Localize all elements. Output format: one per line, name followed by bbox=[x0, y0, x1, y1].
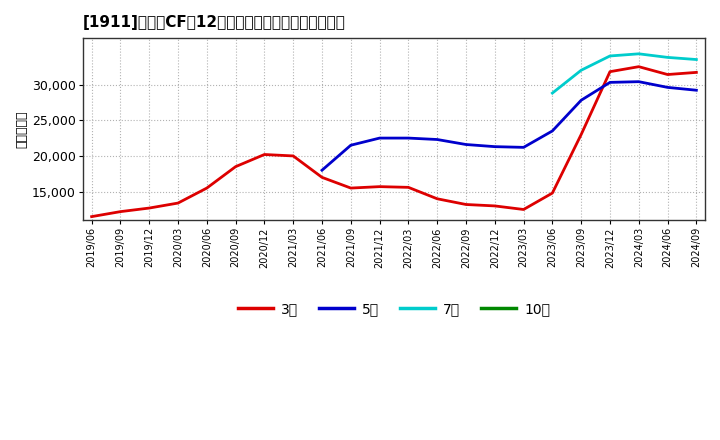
3年 bbox=[433, 196, 441, 202]
5年 bbox=[375, 136, 384, 141]
5年 bbox=[606, 80, 614, 85]
7年 bbox=[692, 57, 701, 62]
7年 bbox=[606, 53, 614, 59]
3年 bbox=[87, 214, 96, 219]
Text: [1911]　営業CFだ12か月移動合計の標準偏差の推移: [1911] 営業CFだ12か月移動合計の標準偏差の推移 bbox=[83, 15, 346, 30]
5年 bbox=[519, 145, 528, 150]
3年 bbox=[462, 202, 470, 207]
3年 bbox=[260, 152, 269, 157]
3年 bbox=[404, 185, 413, 190]
3年 bbox=[375, 184, 384, 189]
3年 bbox=[490, 203, 499, 209]
3年 bbox=[663, 72, 672, 77]
Legend: 3年, 5年, 7年, 10年: 3年, 5年, 7年, 10年 bbox=[233, 296, 556, 322]
5年 bbox=[634, 79, 643, 84]
5年 bbox=[577, 98, 585, 103]
5年 bbox=[346, 143, 355, 148]
3年 bbox=[289, 153, 297, 158]
3年 bbox=[174, 201, 182, 206]
7年 bbox=[663, 55, 672, 60]
3年 bbox=[116, 209, 125, 214]
5年 bbox=[433, 137, 441, 142]
Line: 7年: 7年 bbox=[552, 54, 696, 93]
3年 bbox=[548, 191, 557, 196]
5年 bbox=[663, 85, 672, 90]
7年 bbox=[548, 91, 557, 96]
3年 bbox=[634, 64, 643, 70]
5年 bbox=[404, 136, 413, 141]
3年 bbox=[145, 205, 153, 211]
3年 bbox=[577, 132, 585, 137]
5年 bbox=[490, 144, 499, 149]
Y-axis label: （百万円）: （百万円） bbox=[15, 110, 28, 148]
3年 bbox=[692, 70, 701, 75]
3年 bbox=[318, 175, 326, 180]
3年 bbox=[202, 185, 211, 191]
Line: 3年: 3年 bbox=[91, 67, 696, 216]
3年 bbox=[519, 207, 528, 212]
3年 bbox=[346, 185, 355, 191]
7年 bbox=[634, 51, 643, 56]
5年 bbox=[692, 88, 701, 93]
5年 bbox=[548, 128, 557, 134]
7年 bbox=[577, 68, 585, 73]
5年 bbox=[318, 168, 326, 173]
5年 bbox=[462, 142, 470, 147]
Line: 5年: 5年 bbox=[322, 82, 696, 170]
3年 bbox=[606, 69, 614, 74]
3年 bbox=[231, 164, 240, 169]
